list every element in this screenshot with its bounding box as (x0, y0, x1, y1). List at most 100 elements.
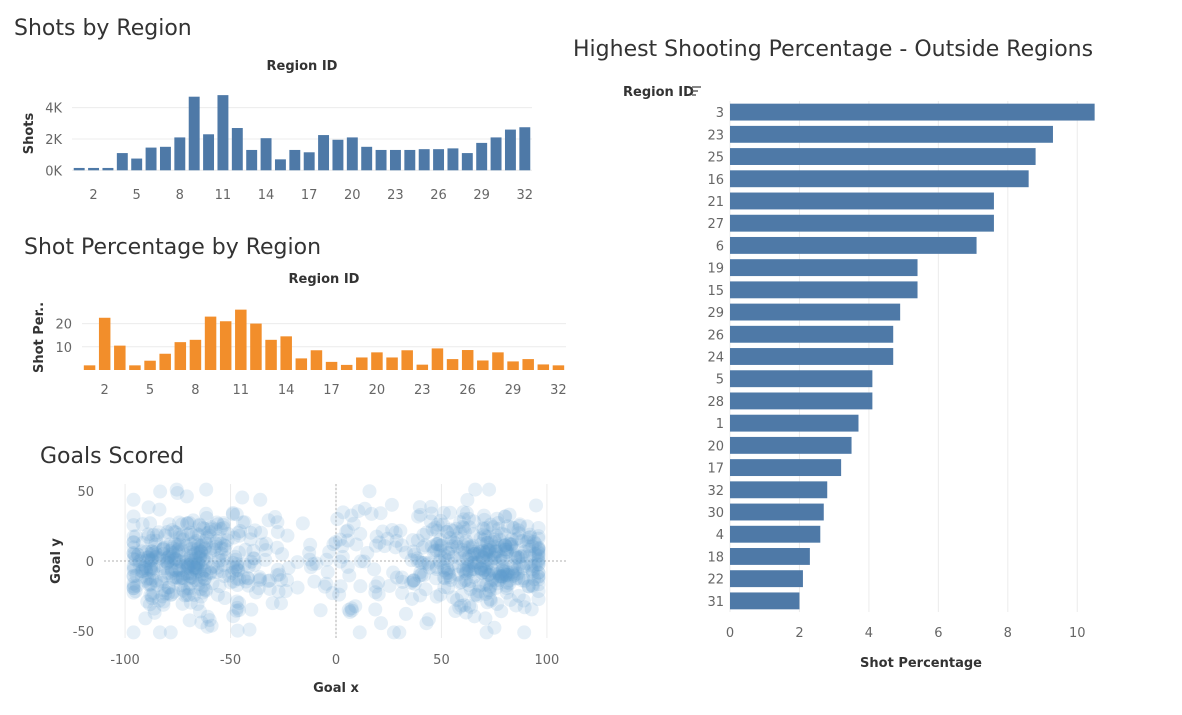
goal-point (502, 573, 517, 588)
goal-point (151, 525, 166, 540)
goal-point (162, 517, 177, 532)
goal-point (183, 576, 198, 591)
goals-xtick-label: 0 (332, 653, 340, 668)
goal-point (470, 547, 485, 562)
goal-point (531, 520, 546, 535)
goal-point (155, 589, 170, 604)
goal-point (508, 551, 523, 566)
goal-point (506, 558, 521, 573)
outside-bar (730, 125, 1053, 143)
shots-bar (461, 153, 473, 171)
goal-point (190, 564, 205, 579)
goal-point (309, 556, 324, 571)
goal-point (497, 564, 512, 579)
goal-point (433, 513, 448, 528)
goal-point (340, 559, 355, 574)
goal-point (186, 541, 201, 556)
goal-point (272, 567, 287, 582)
goal-point (129, 568, 144, 583)
goal-point (517, 600, 532, 615)
goal-point (421, 612, 436, 627)
goal-point (330, 511, 345, 526)
goal-point (495, 563, 510, 578)
goal-point (421, 557, 436, 572)
shots-bar (447, 148, 459, 171)
goal-point (166, 553, 181, 568)
goal-point (161, 550, 176, 565)
goal-point (513, 557, 528, 572)
goal-point (134, 569, 149, 584)
shots-bar (346, 137, 358, 171)
goal-point (142, 597, 157, 612)
goal-point (473, 561, 488, 576)
goal-point (478, 611, 493, 626)
shot-percentage-title: Shot Percentage by Region (24, 235, 322, 260)
goal-point (126, 581, 141, 596)
goal-point (498, 554, 513, 569)
goal-point (180, 560, 195, 575)
goal-point (265, 596, 280, 611)
goal-point (473, 531, 488, 546)
goal-point (531, 553, 546, 568)
goal-point (476, 521, 491, 536)
goal-point (168, 570, 183, 585)
goal-point (126, 579, 141, 594)
goal-point (432, 555, 447, 570)
goal-point (488, 544, 503, 559)
goal-point (141, 577, 156, 592)
goal-point (375, 524, 390, 539)
goal-point (531, 572, 546, 587)
goal-point (519, 556, 534, 571)
goal-point (521, 579, 536, 594)
goal-point (199, 549, 214, 564)
goal-point (138, 573, 153, 588)
goal-point (181, 551, 196, 566)
goal-point (241, 559, 256, 574)
goal-point (228, 549, 243, 564)
goal-point (480, 542, 495, 557)
shotpct-xtick-label: 29 (505, 383, 522, 398)
shotpct-bar (204, 316, 217, 370)
shotpct-xtick-label: 23 (414, 383, 431, 398)
goal-point (146, 528, 161, 543)
goal-point (452, 600, 467, 615)
shots-bar (389, 149, 401, 171)
goal-point (410, 533, 425, 548)
goal-point (238, 542, 253, 557)
goal-point (476, 532, 491, 547)
goal-point (146, 566, 161, 581)
goal-point (255, 537, 270, 552)
goal-point (243, 525, 258, 540)
goal-point (191, 528, 206, 543)
goal-point (155, 542, 170, 557)
goal-point (478, 528, 493, 543)
goal-point (459, 564, 474, 579)
goal-point (319, 552, 334, 567)
goal-point (163, 587, 178, 602)
goal-point (191, 551, 206, 566)
goal-point (138, 611, 153, 626)
goal-point (500, 542, 515, 557)
goal-point (394, 538, 409, 553)
outside-bar (730, 325, 894, 343)
goal-point (377, 539, 392, 554)
shotpct-bar (98, 317, 111, 370)
goal-point (492, 567, 507, 582)
goal-point (512, 526, 527, 541)
shots-xtick-label: 14 (258, 188, 275, 203)
goal-point (162, 544, 177, 559)
goal-point (362, 484, 377, 499)
goal-point (162, 548, 177, 563)
goal-point (274, 573, 289, 588)
outside-region-label: 29 (707, 306, 724, 321)
goal-point (472, 584, 487, 599)
goal-point (195, 551, 210, 566)
goal-point (181, 561, 196, 576)
goal-point (271, 584, 286, 599)
goals-ytick-label: 0 (86, 555, 94, 570)
goal-point (499, 581, 514, 596)
goal-point (487, 539, 502, 554)
shotpct-bar (552, 365, 565, 370)
goal-point (473, 544, 488, 559)
goal-point (158, 561, 173, 576)
